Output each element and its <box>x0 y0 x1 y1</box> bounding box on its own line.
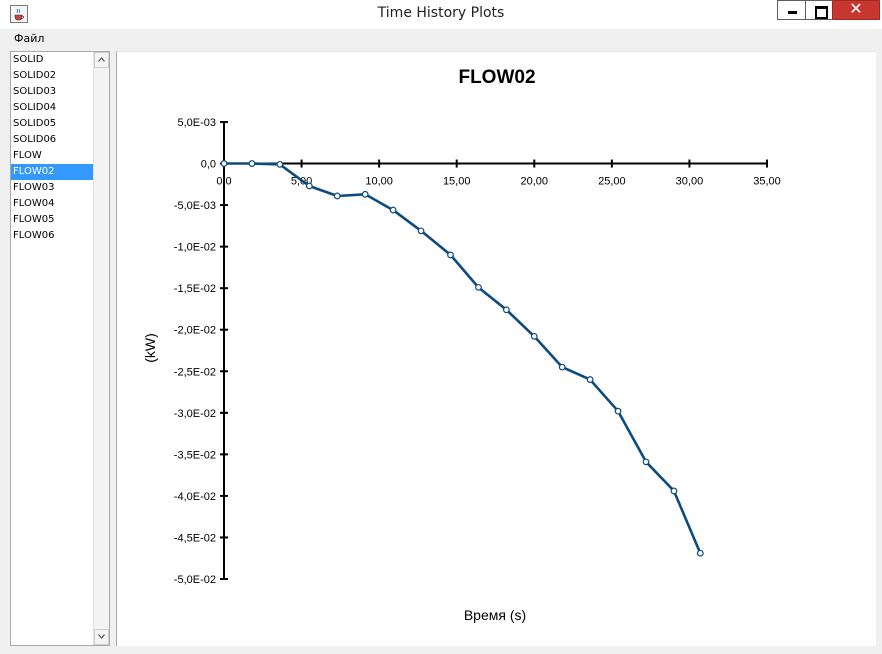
data-point <box>502 306 510 314</box>
data-point <box>670 487 678 495</box>
y-tick-label: -5,0E-02 <box>174 574 216 586</box>
data-point <box>389 206 397 214</box>
close-icon: ✕ <box>849 0 863 18</box>
x-tick-label: 10,00 <box>365 176 393 188</box>
data-point <box>276 160 284 168</box>
list-item-flow04[interactable]: FLOW04 <box>13 198 55 209</box>
data-point <box>614 407 622 415</box>
x-tick-label: 0,0 <box>216 176 231 188</box>
list-item-flow[interactable]: FLOW <box>13 150 42 161</box>
title-bar[interactable]: Time History Plots ✕ <box>0 0 882 29</box>
data-point <box>248 160 256 167</box>
dataset-list-items: SOLID SOLID02 SOLID03 SOLID04 SOLID05 SOLID06… <box>11 52 93 244</box>
y-tick-label: -3,0E-02 <box>174 408 216 420</box>
x-tick-label: 35,00 <box>753 176 781 188</box>
list-scrollbar[interactable] <box>93 52 109 645</box>
data-point <box>530 332 538 340</box>
y-tick-label: -5,0E-03 <box>174 200 216 212</box>
data-point <box>558 363 566 371</box>
list-item-solid03[interactable]: SOLID03 <box>13 86 57 97</box>
list-item-solid02[interactable]: SOLID02 <box>13 70 57 81</box>
y-tick-label: -4,0E-02 <box>174 491 216 503</box>
data-point <box>696 549 704 557</box>
data-point <box>305 182 313 190</box>
y-tick-label: -3,5E-02 <box>174 449 216 461</box>
x-tick-label: 25,00 <box>598 176 626 188</box>
minimize-button[interactable] <box>777 0 806 20</box>
y-tick-label: -4,5E-02 <box>174 532 216 544</box>
list-item-solid04[interactable]: SOLID04 <box>13 102 57 113</box>
maximize-button[interactable] <box>805 0 833 20</box>
data-point <box>220 160 228 167</box>
series-line <box>224 162 702 554</box>
data-point <box>586 376 594 383</box>
menu-bar: Файл <box>0 29 882 48</box>
list-item-flow02[interactable]: FLOW02 <box>11 164 93 180</box>
menu-file[interactable]: Файл <box>14 32 45 45</box>
y-tick-label: -2,5E-02 <box>174 366 216 378</box>
data-point <box>361 190 369 198</box>
y-tick-label: 0,0 <box>201 159 216 171</box>
dataset-list[interactable]: SOLID SOLID02 SOLID03 SOLID04 SOLID05 SOLID06… <box>10 51 110 646</box>
chart-title: FLOW02 <box>458 67 535 88</box>
list-item-flow03[interactable]: FLOW03 <box>13 182 55 193</box>
x-axis-label: Время (s) <box>464 607 526 623</box>
chevron-down-icon <box>98 634 105 639</box>
x-tick-label: 20,00 <box>521 176 549 188</box>
data-point <box>447 251 454 259</box>
data-point <box>475 283 482 291</box>
y-tick-label: 5,0E-03 <box>177 117 216 129</box>
data-point <box>642 458 650 466</box>
list-item-flow05[interactable]: FLOW05 <box>13 214 55 225</box>
chevron-up-icon <box>98 57 105 62</box>
y-tick-label: -1,5E-02 <box>174 283 216 295</box>
list-item-solid06[interactable]: SOLID06 <box>13 134 57 145</box>
y-axis-label: (kW) <box>142 333 158 363</box>
list-item-solid[interactable]: SOLID <box>13 54 44 65</box>
window-title: Time History Plots <box>377 5 505 21</box>
data-point <box>333 192 341 200</box>
list-item-flow06[interactable]: FLOW06 <box>13 230 55 241</box>
close-button[interactable]: ✕ <box>832 0 880 20</box>
chart-panel: FLOW02 5,0E-03 0,0 -5,0E-03 -1,0E-02 -1,5E-02… <box>116 51 876 646</box>
y-tick-label: -1,0E-02 <box>174 242 216 254</box>
java-cup-icon[interactable] <box>10 5 28 23</box>
scroll-up-button[interactable] <box>94 52 109 68</box>
list-item-solid05[interactable]: SOLID05 <box>13 118 57 129</box>
window-bottom-edge <box>0 648 882 654</box>
time-history-chart: FLOW025,0E-030,0-5,0E-03-1,0E-02-1,5E-02… <box>142 67 781 623</box>
data-point <box>417 227 425 235</box>
scroll-down-button[interactable] <box>94 629 109 645</box>
x-tick-label: 15,00 <box>443 176 471 188</box>
x-tick-label: 30,00 <box>676 176 704 188</box>
y-tick-label: -2,0E-02 <box>174 325 216 337</box>
